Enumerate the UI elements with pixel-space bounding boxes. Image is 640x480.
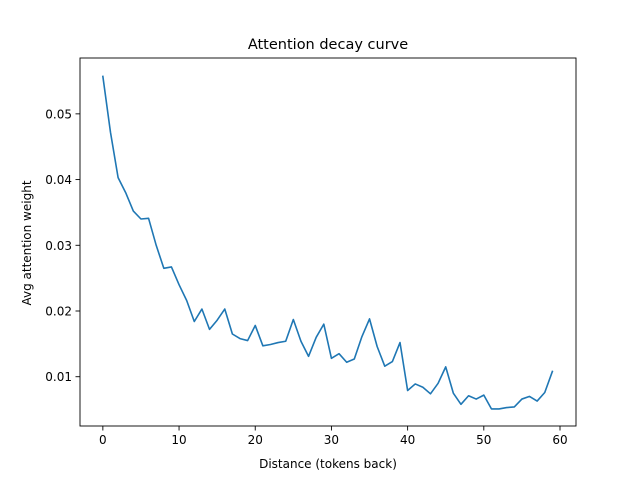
x-tick-label: 0 bbox=[99, 433, 107, 447]
y-tick-label: 0.02 bbox=[45, 305, 72, 319]
x-tick-label: 40 bbox=[400, 433, 415, 447]
x-tick-label: 10 bbox=[171, 433, 186, 447]
x-tick-label: 30 bbox=[324, 433, 339, 447]
x-tick-label: 50 bbox=[476, 433, 491, 447]
x-tick-label: 60 bbox=[552, 433, 567, 447]
y-tick-label: 0.03 bbox=[45, 239, 72, 253]
y-tick-label: 0.01 bbox=[45, 370, 72, 384]
plot-area: 0 10 20 30 40 50 60 0.01 0.02 0.03 0.04 0.05 bbox=[45, 57, 577, 447]
y-tick-label: 0.04 bbox=[45, 173, 72, 187]
y-tick-label: 0.05 bbox=[45, 107, 72, 121]
x-tick-label: 20 bbox=[248, 433, 263, 447]
series-line bbox=[101, 75, 554, 410]
x-axis-label: Distance (tokens back) bbox=[259, 457, 397, 471]
chart-title: Attention decay curve bbox=[248, 37, 408, 53]
axes-frame bbox=[79, 57, 577, 427]
y-axis-label: Avg attention weight bbox=[20, 180, 34, 305]
